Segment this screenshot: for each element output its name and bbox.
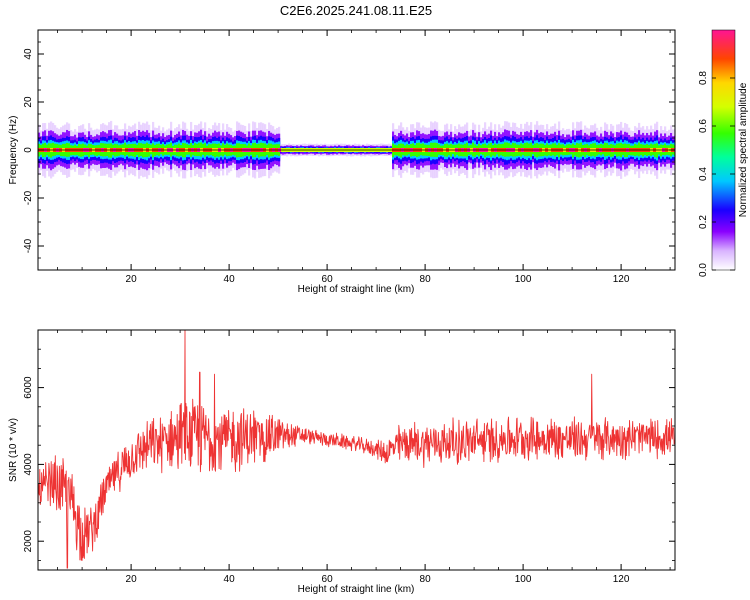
spectrogram-ylabel: Frequency (Hz) (8, 116, 19, 185)
spectrogram-ytick-label: -40 (23, 238, 34, 253)
colorbar-label: Normalized spectral amplitude (738, 82, 749, 217)
spectrogram-ytick-label: 20 (23, 96, 34, 108)
spectrogram-xtick-label: 100 (515, 274, 532, 285)
spectrogram-ytick-label: -20 (23, 190, 34, 205)
spectrogram-xlabel: Height of straight line (km) (298, 284, 415, 295)
snr-ylabel: SNR (10 * v/v) (8, 418, 19, 482)
snr-xlabel: Height of straight line (km) (298, 584, 415, 595)
spectrogram-band (38, 120, 675, 179)
snr-xtick-label: 20 (126, 574, 138, 585)
snr-ytick-label: 2000 (23, 530, 34, 553)
colorbar-ticks: 0.0 0.2 0.4 0.6 0.8 (698, 71, 735, 277)
snr-ytick-label: 4000 (23, 453, 34, 476)
colorbar-tick-label: 0.2 (698, 215, 709, 229)
snr-series-line (38, 330, 675, 569)
snr-xtick-label: 60 (322, 574, 334, 585)
spectrogram-ticks: 20 40 60 80 100 120 -40 -20 0 20 40 (23, 29, 675, 285)
colorbar-tick-label: 0.8 (698, 71, 709, 85)
spectrogram-xtick-label: 20 (126, 274, 138, 285)
colorbar-gradient (712, 30, 735, 270)
spectrogram-ytick-label: 40 (23, 48, 34, 60)
colorbar-tick-label: 0.6 (698, 119, 709, 133)
colorbar: 0.0 0.2 0.4 0.6 0.8 Normalized spectral ampl… (698, 29, 749, 277)
snr-ytick-label: 6000 (23, 376, 34, 399)
chart-title: C2E6.2025.241.08.11.E25 (280, 3, 432, 18)
snr-frame (37, 329, 676, 571)
snr-panel: 20 40 60 80 100 120 2000 4000 6000 Height of str… (8, 329, 676, 595)
colorbar-frame (711, 29, 736, 271)
colorbar-tick-label: 0.4 (698, 167, 709, 181)
colorbar-tick-label: 0.0 (698, 263, 709, 277)
snr-xtick-label: 40 (224, 574, 236, 585)
spectrogram-panel: 20 40 60 80 100 120 -40 -20 0 20 40 Height of stra… (8, 29, 676, 295)
spectrogram-xtick-label: 80 (420, 274, 432, 285)
snr-xtick-label: 120 (613, 574, 630, 585)
spectrogram-xtick-label: 120 (613, 274, 630, 285)
snr-xtick-label: 100 (515, 574, 532, 585)
spectrogram-ytick-label: 0 (23, 147, 34, 153)
snr-xtick-label: 80 (420, 574, 432, 585)
spectrogram-xtick-label: 40 (224, 274, 236, 285)
snr-ticks: 20 40 60 80 100 120 2000 4000 6000 (23, 329, 675, 585)
spectrogram-xtick-label: 60 (322, 274, 334, 285)
